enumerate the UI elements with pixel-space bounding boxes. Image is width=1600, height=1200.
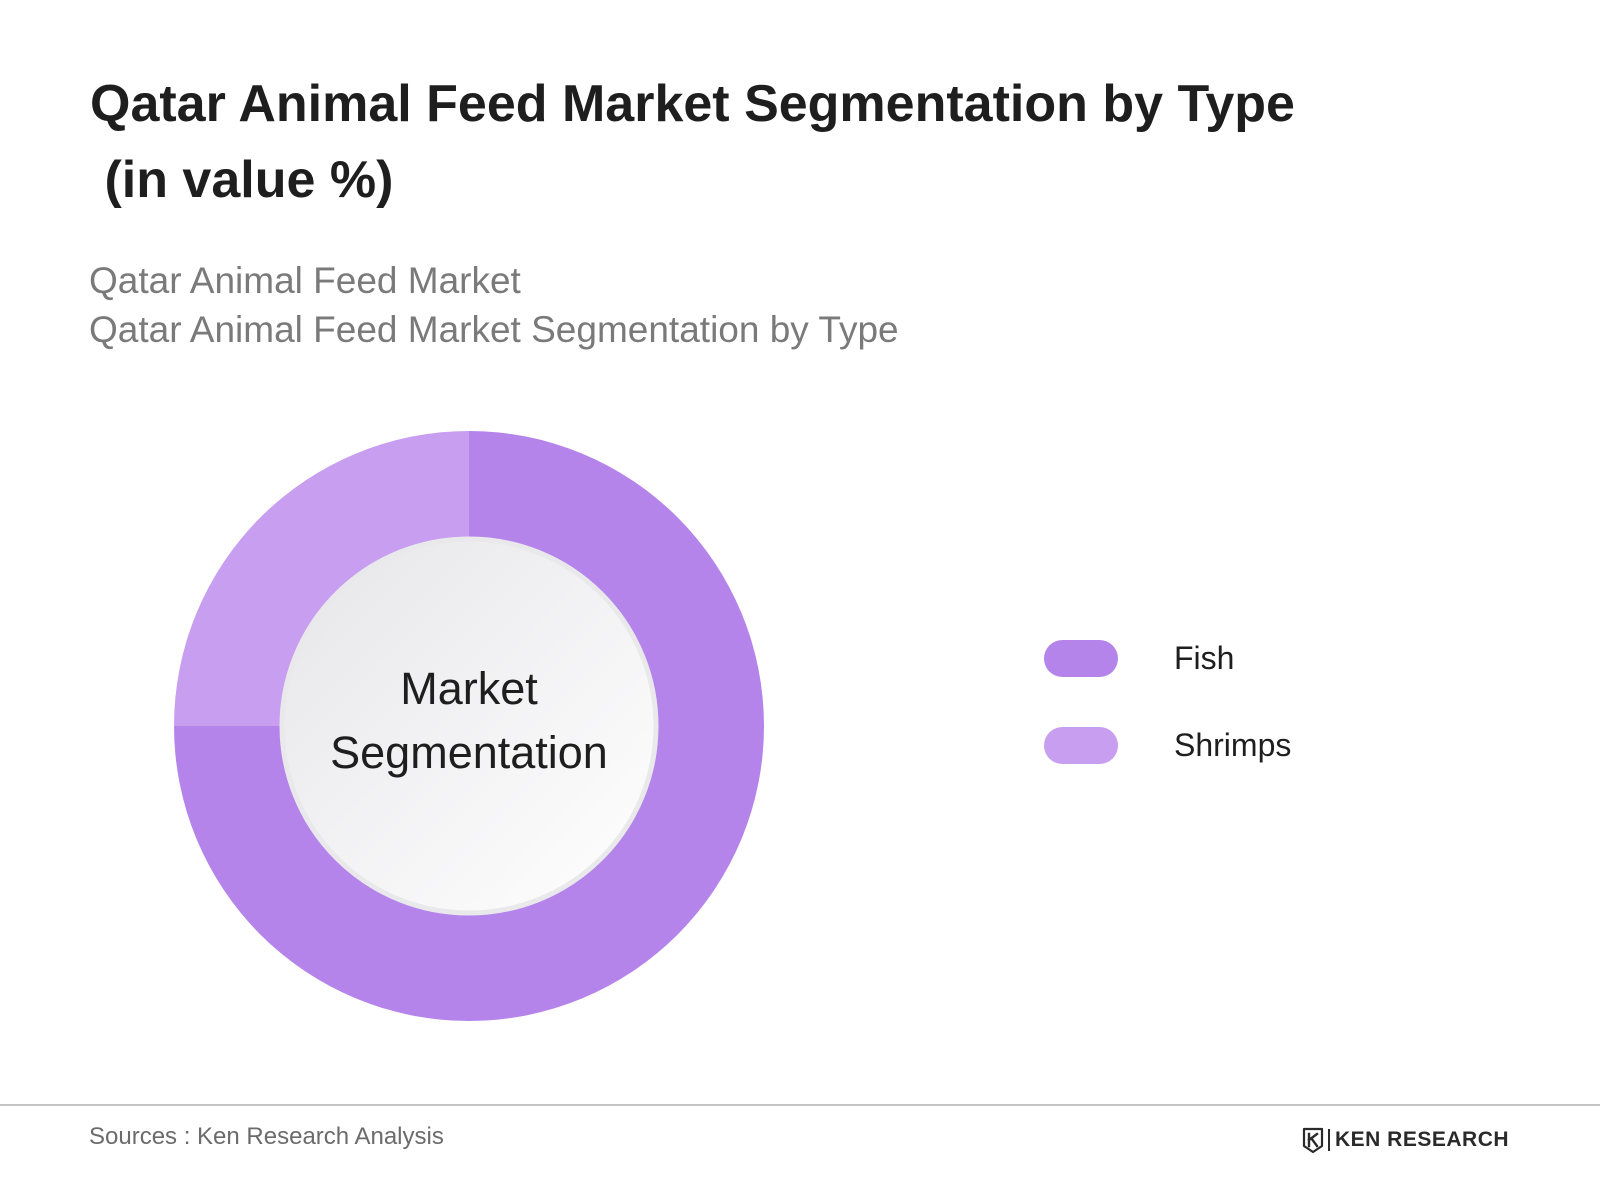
center-label-line-1: Market xyxy=(400,663,538,714)
ken-research-logo-icon xyxy=(1302,1127,1324,1153)
donut-center-label: Market Segmentation xyxy=(283,657,655,785)
legend-swatch-shrimps xyxy=(1044,727,1118,764)
legend-label-fish: Fish xyxy=(1174,640,1235,676)
brand-name: KEN RESEARCH xyxy=(1335,1128,1510,1151)
source-note: Sources : Ken Research Analysis xyxy=(89,1123,444,1150)
footer-divider xyxy=(0,1104,1600,1106)
brand-logo: KEN RESEARCH xyxy=(1302,1125,1509,1155)
brand-divider xyxy=(1328,1129,1330,1151)
legend-swatch-fish xyxy=(1044,640,1118,677)
chart-subtitle: Qatar Animal Feed Market Qatar Animal Fe… xyxy=(89,256,899,354)
chart-title: Qatar Animal Feed Market Segmentation by… xyxy=(90,66,1390,218)
chart-title-line-2: (in value %) xyxy=(90,151,394,209)
center-label-line-2: Segmentation xyxy=(330,727,608,778)
legend-label-shrimps: Shrimps xyxy=(1174,727,1292,763)
chart-title-line-1: Qatar Animal Feed Market Segmentation by… xyxy=(90,75,1295,133)
chart-subtitle-line-2: Qatar Animal Feed Market Segmentation by… xyxy=(89,309,899,350)
chart-subtitle-line-1: Qatar Animal Feed Market xyxy=(89,260,521,301)
donut-center-disc xyxy=(279,536,659,916)
